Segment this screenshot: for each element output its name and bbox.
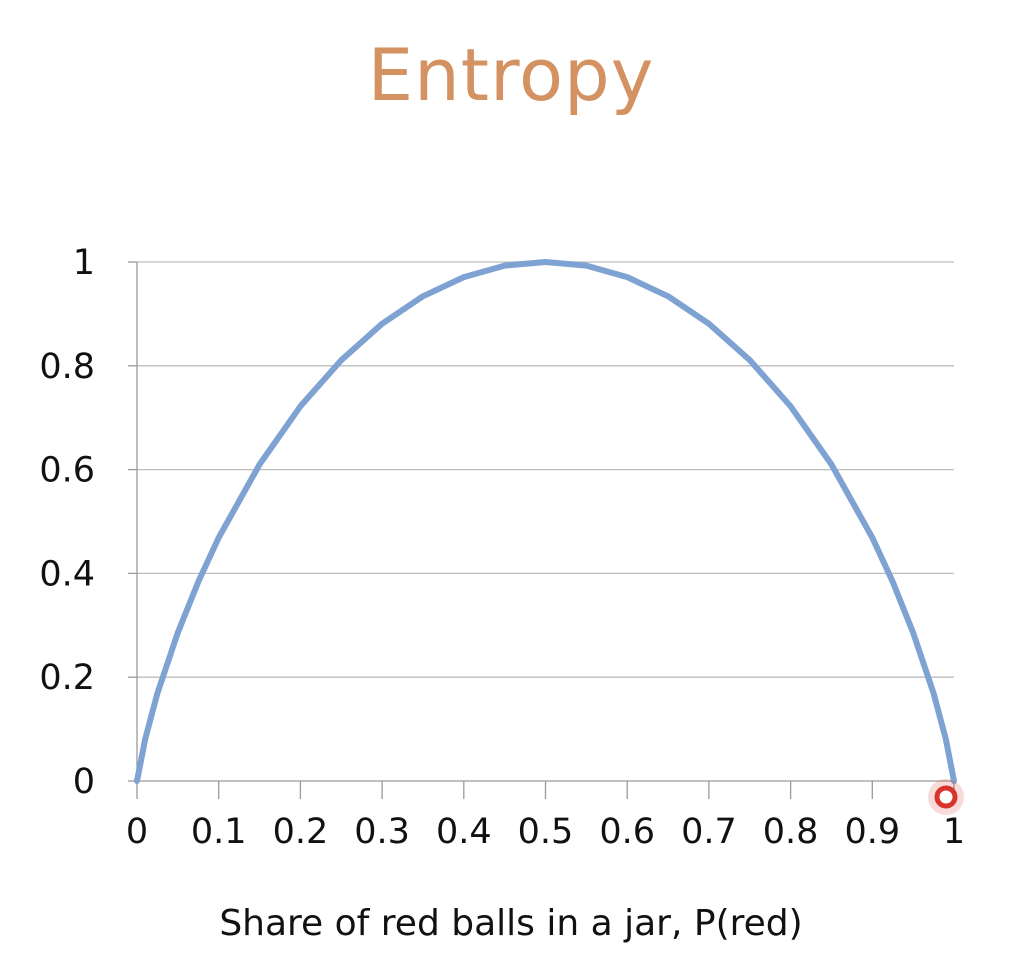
x-axis-title: Share of red balls in a jar, P(red) — [219, 903, 803, 944]
x-tick-label: 0.9 — [844, 812, 900, 852]
x-tick-label: 0.3 — [354, 812, 410, 852]
grid-layer — [128, 261, 955, 799]
x-tick-label: 0 — [126, 812, 148, 852]
y-tick-label: 0.8 — [39, 347, 95, 387]
x-tick-label: 0.2 — [273, 812, 329, 852]
y-tick-label: 0.2 — [39, 658, 95, 698]
x-tick-label: 0.7 — [681, 812, 737, 852]
y-tick-label: 1 — [73, 243, 95, 283]
x-tick-label: 0.5 — [518, 812, 574, 852]
y-tick-label: 0.6 — [39, 451, 95, 491]
y-tick-label: 0.4 — [39, 554, 95, 594]
x-tick-label: 0.4 — [436, 812, 492, 852]
x-tick-label: 1 — [943, 812, 965, 852]
cursor-marker — [934, 785, 958, 809]
chart-title: Entropy — [367, 33, 655, 117]
tick-layer: 0 0.2 0.4 0.6 0.8 1 0 0.1 0.2 0.3 0.4 0.5 0.6 0.7 0.8 0… — [39, 243, 965, 852]
x-tick-label: 0.6 — [599, 812, 655, 852]
line-layer — [134, 259, 957, 784]
y-tick-label: 0 — [73, 762, 95, 802]
entropy-series-line — [134, 259, 957, 784]
x-tick-label: 0.1 — [191, 812, 247, 852]
x-tick-label: 0.8 — [763, 812, 819, 852]
marker-layer — [928, 779, 964, 815]
